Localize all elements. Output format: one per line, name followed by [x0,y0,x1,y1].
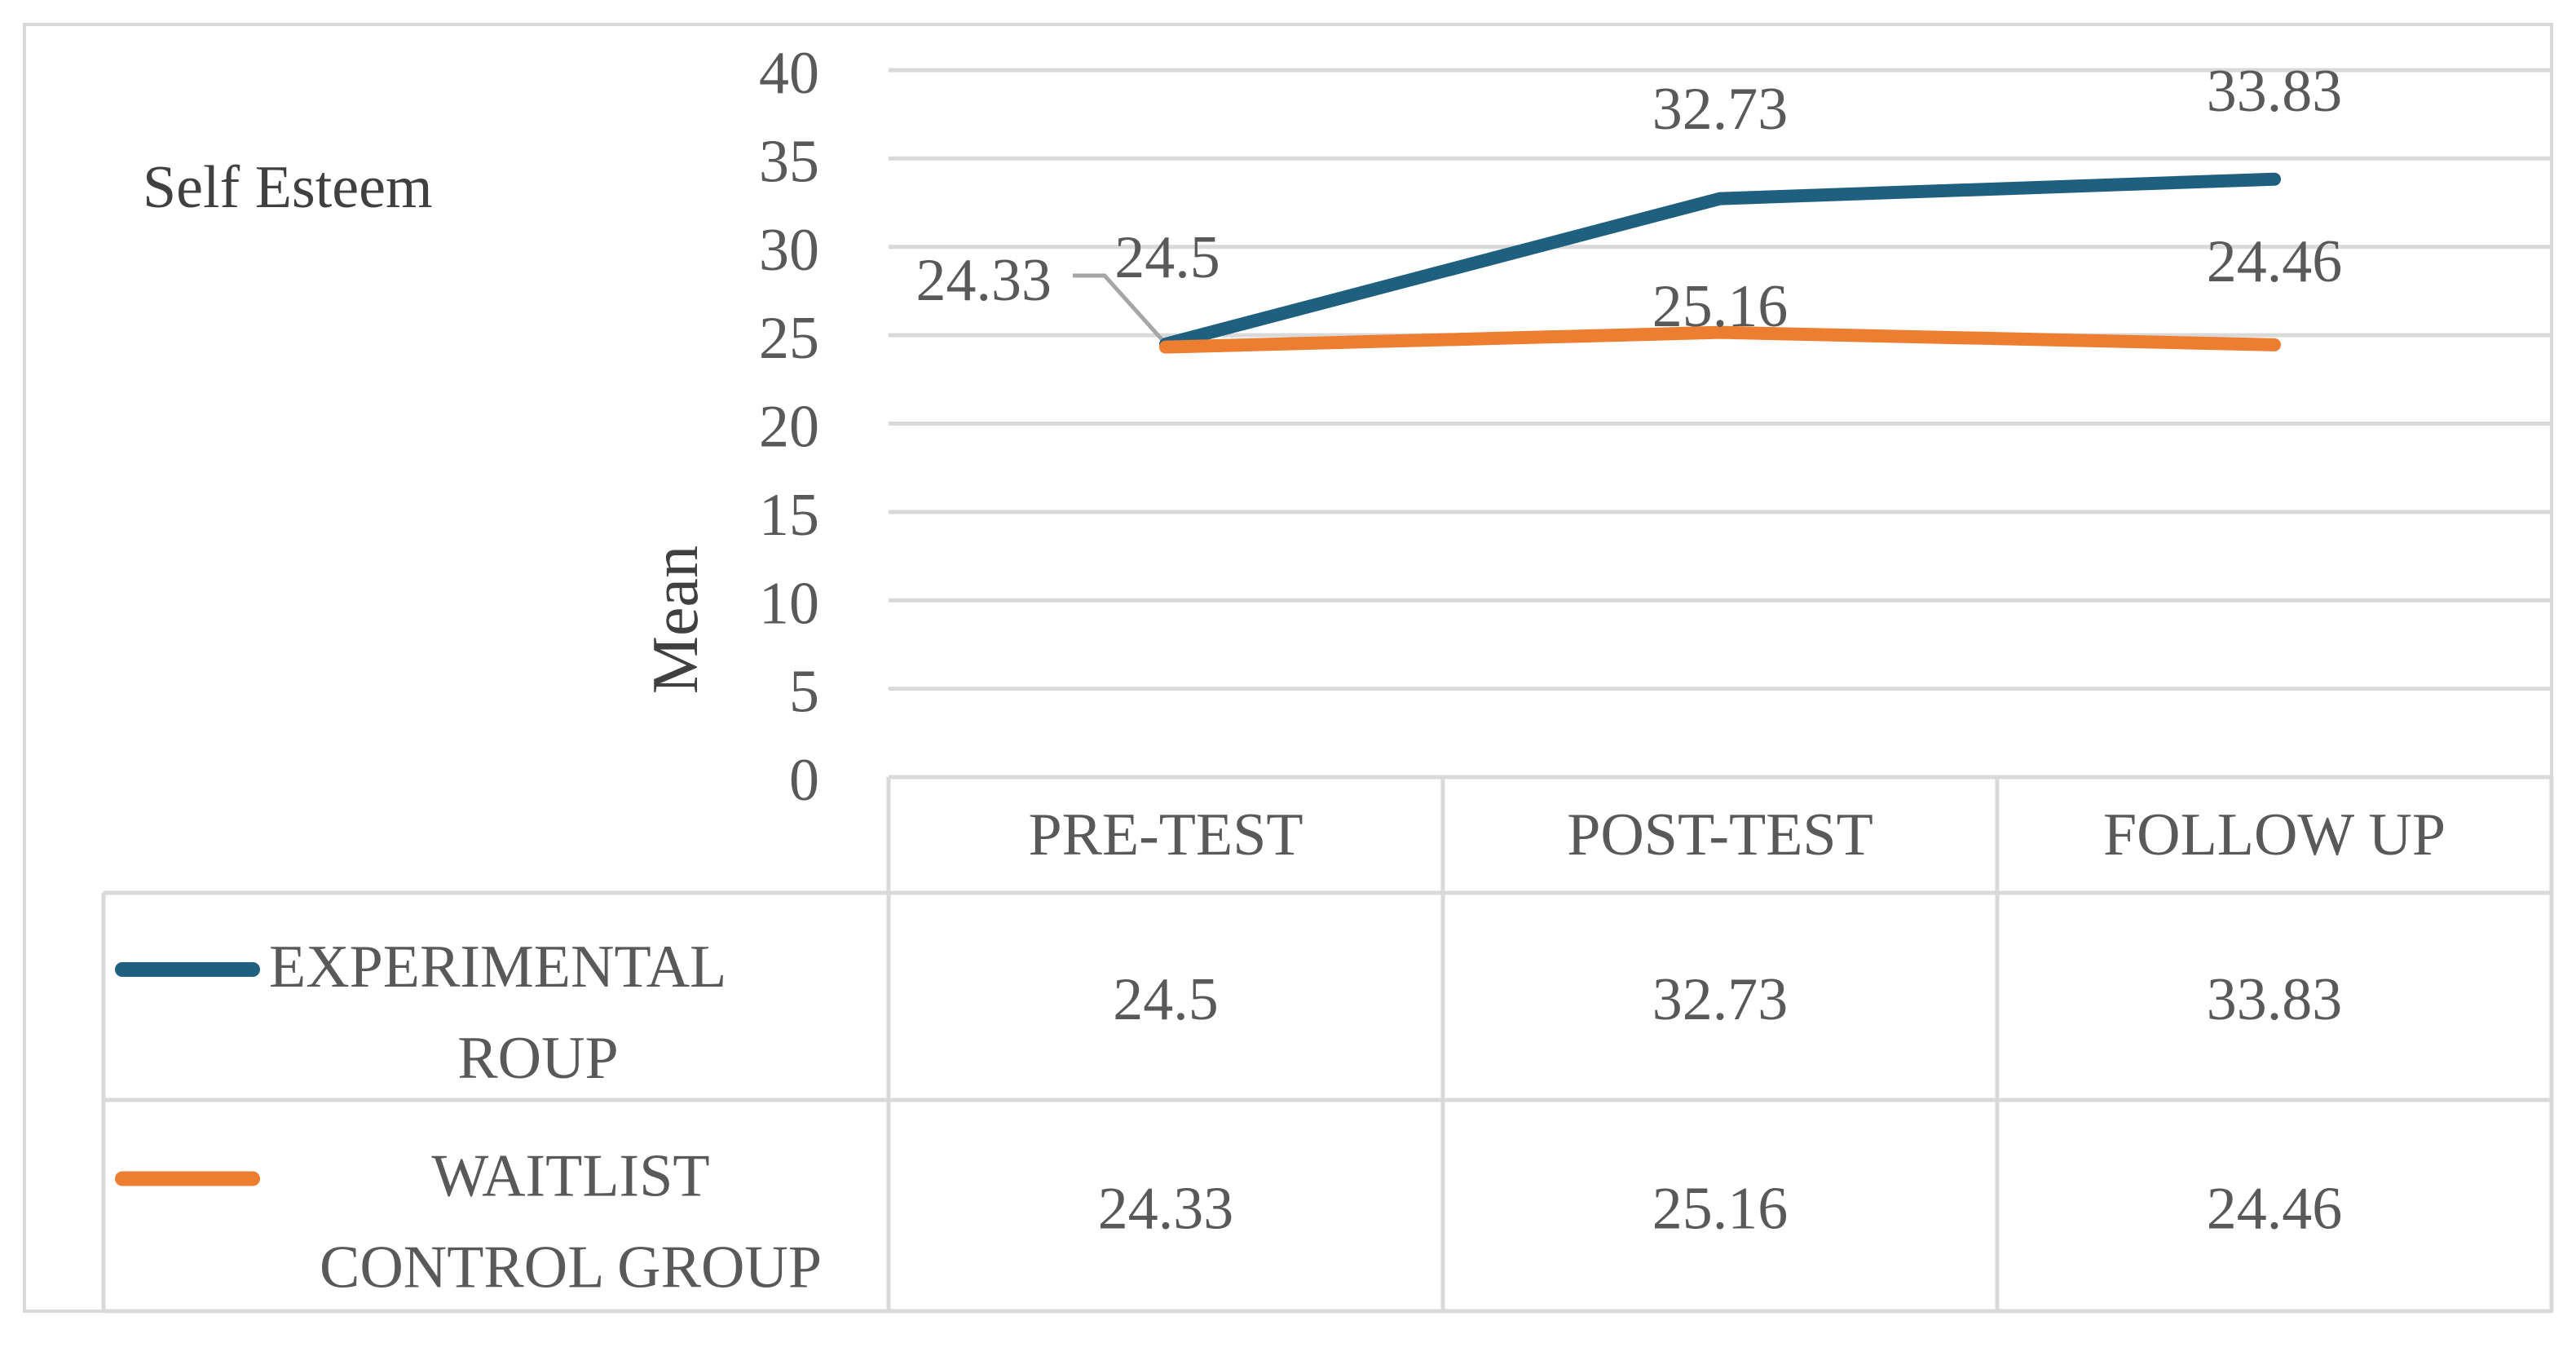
data-label: 24.33 [916,247,1052,314]
data-label: 24.46 [2207,228,2343,295]
x-category-label: PRE-TEST [1028,802,1303,868]
x-category-label: FOLLOW UP [2103,802,2446,868]
chart-title: Self Esteem [143,154,433,221]
table-cell-value: 32.73 [1652,966,1789,1033]
chart-border [23,23,2553,1313]
y-tick-label: 10 [759,570,819,637]
table-cell-value: 24.5 [1113,966,1219,1033]
series-name: EXPERIMENTAL [269,934,726,1000]
data-label: 24.5 [1114,224,1220,291]
data-table: PRE-TEST POST-TEST FOLLOW UP EXPERIMENTAL RO… [101,777,2554,1314]
data-label: 33.83 [2207,58,2343,125]
series-name: WAITLIST [431,1143,709,1210]
series-line [1159,172,2281,351]
table-cell-value: 24.33 [1098,1176,1234,1243]
table-cell-value: 25.16 [1652,1176,1789,1243]
x-category-label: POST-TEST [1567,802,1873,868]
data-label: 25.16 [1652,273,1789,340]
y-tick-label: 20 [759,394,819,461]
y-tick-label: 0 [789,747,819,814]
y-tick-label: 5 [789,659,819,726]
series-name: CONTROL GROUP [320,1235,822,1301]
y-tick-labels: 0 5 10 15 20 25 30 35 40 [759,40,819,814]
y-tick-label: 30 [759,217,819,284]
y-tick-label: 15 [759,482,819,549]
leader-line [1073,273,1163,341]
table-cell-value: 24.46 [2207,1176,2343,1243]
y-tick-label: 35 [759,128,819,195]
y-tick-label: 40 [759,40,819,107]
data-labels: 24.5 32.73 33.83 24.33 25.16 24.46 [916,58,2343,341]
series-lines [1159,172,2281,354]
y-tick-label: 25 [759,305,819,372]
series-line [1159,325,2281,354]
y-axis-label: Mean [640,545,712,694]
data-label: 32.73 [1652,76,1789,143]
series-name: ROUP [457,1025,618,1092]
table-cell-value: 33.83 [2207,966,2343,1033]
